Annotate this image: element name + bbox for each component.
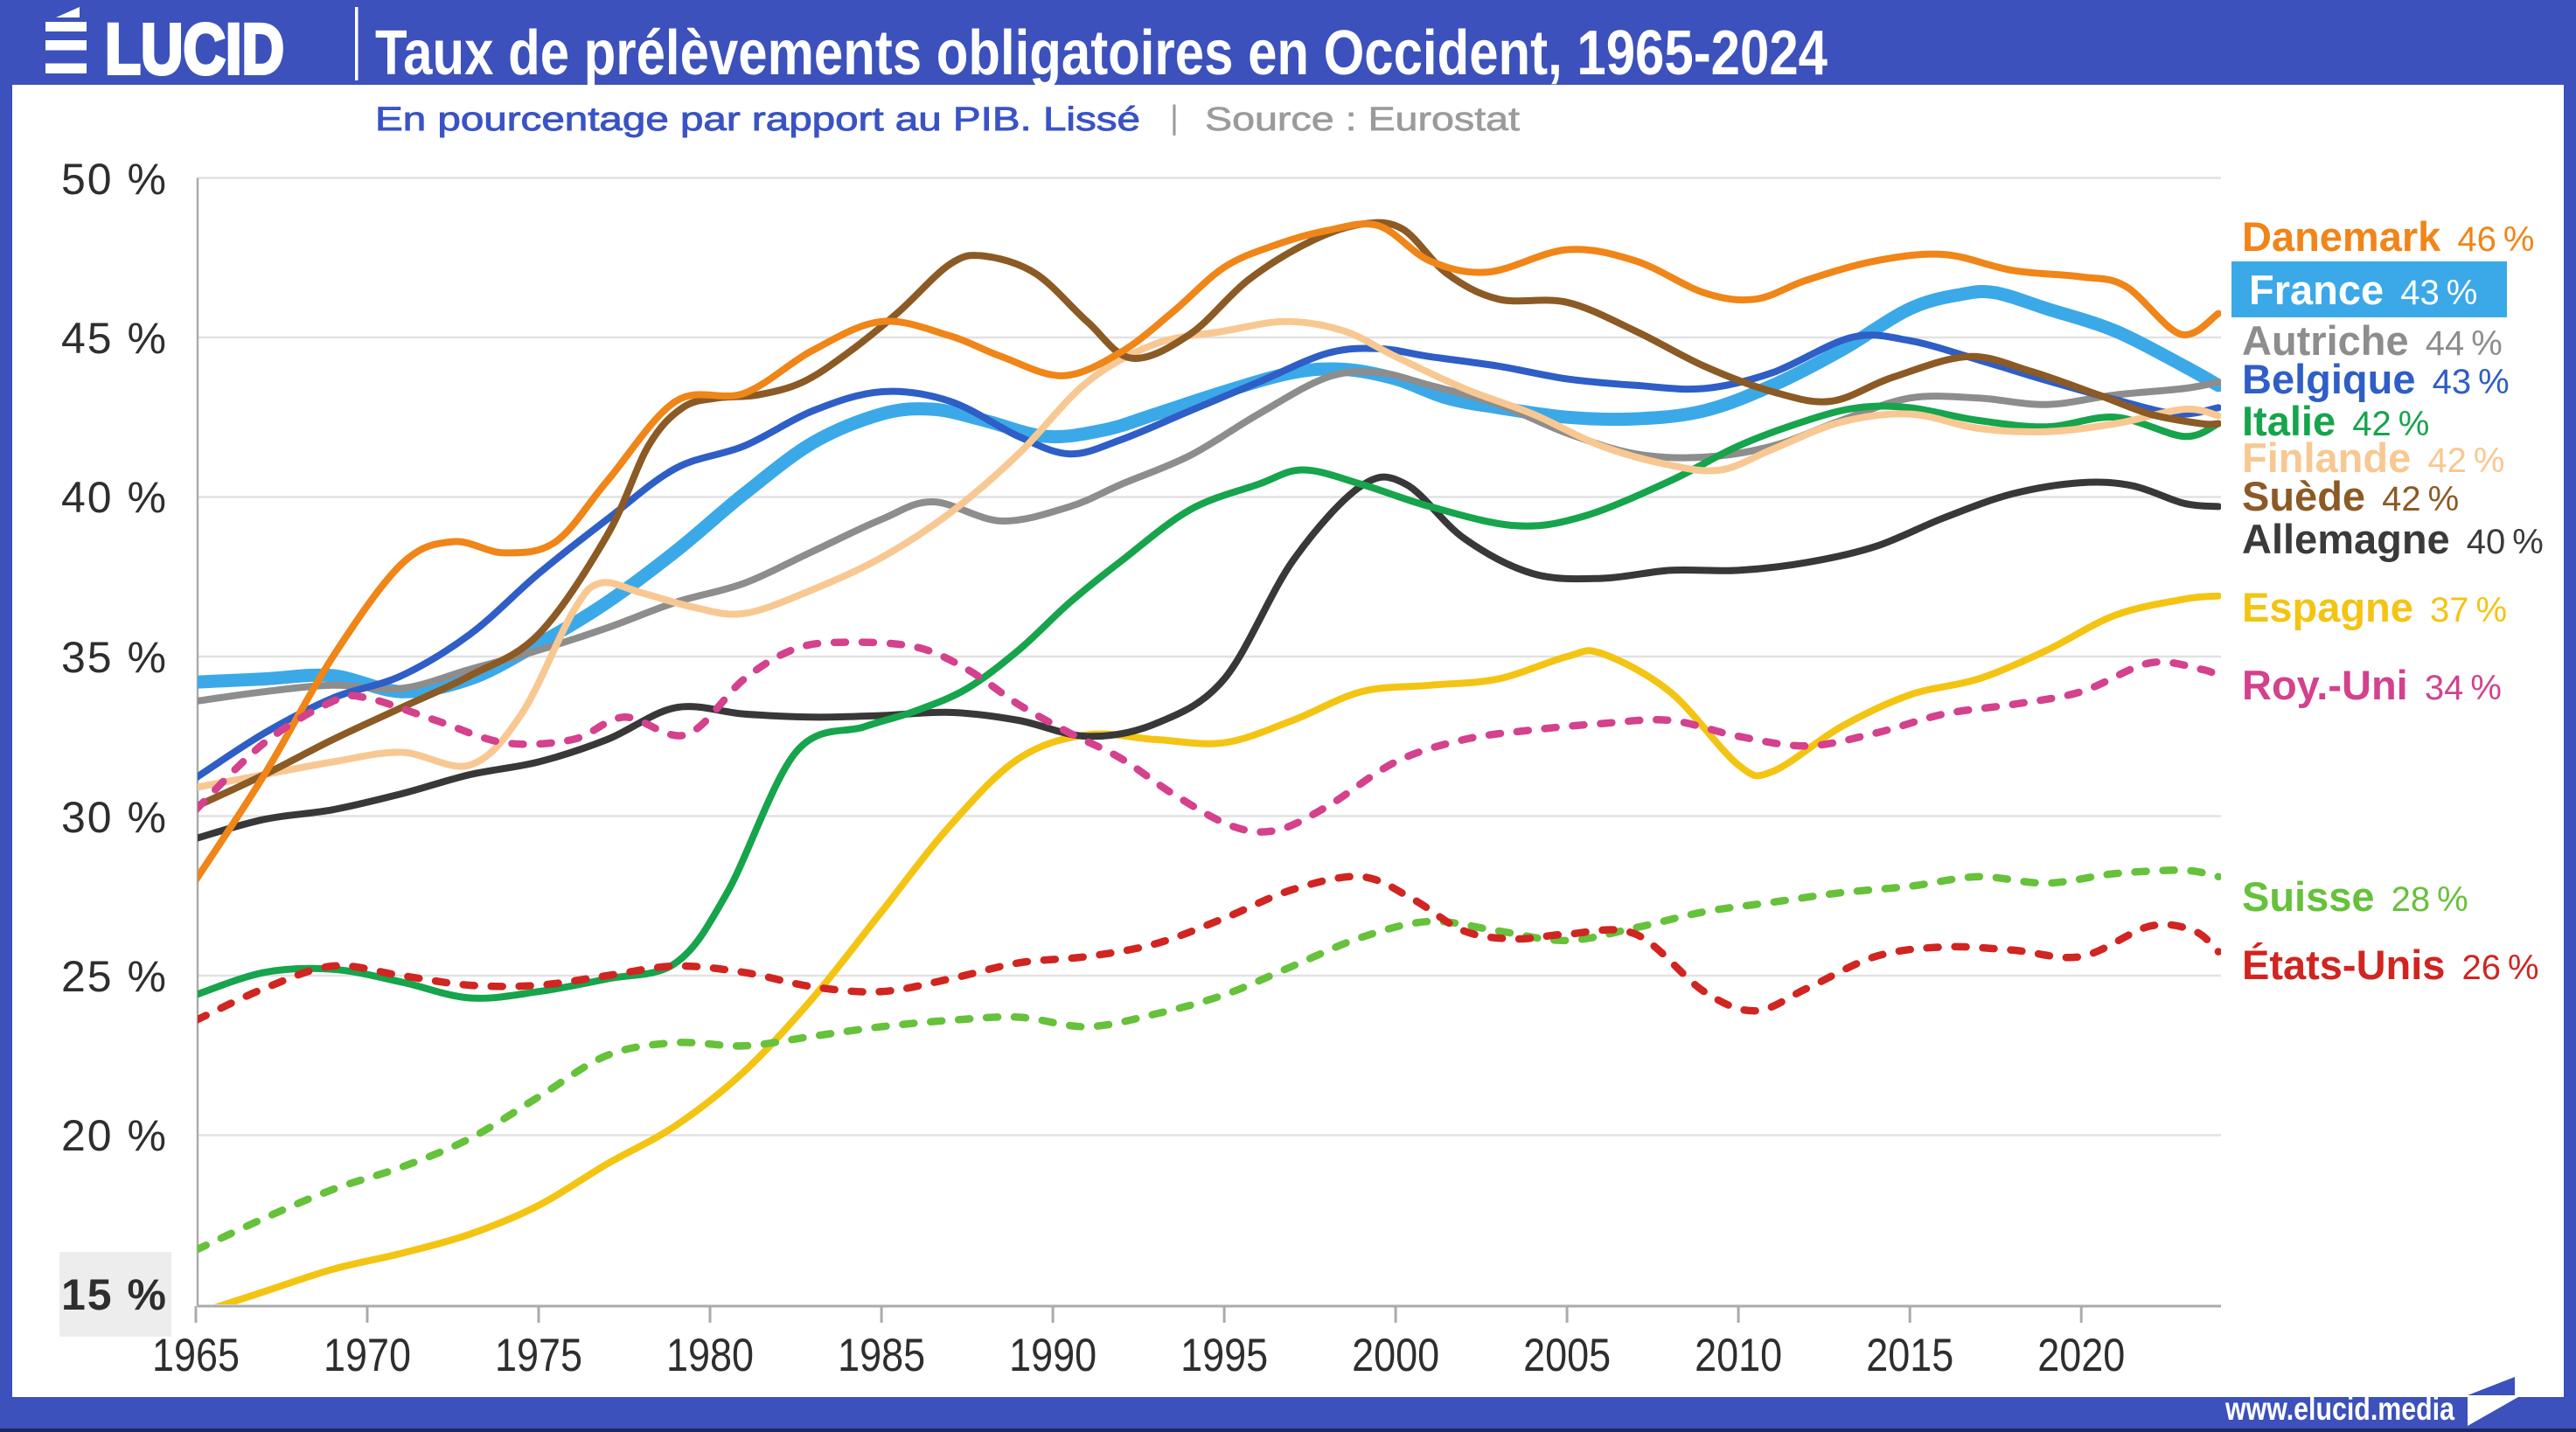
svg-text:1995: 1995 [1180,1330,1268,1381]
svg-text:Suisse 28 %: Suisse 28 % [2242,873,2468,920]
svg-text:Source : Eurostat: Source : Eurostat [1205,101,1521,138]
svg-text:Belgique 43 %: Belgique 43 % [2242,356,2510,402]
svg-text:Espagne 37 %: Espagne 37 % [2242,584,2507,630]
svg-text:30 %: 30 % [61,793,168,842]
svg-text:Italie 42 %: Italie 42 % [2242,398,2429,444]
svg-text:Allemagne 40 %: Allemagne 40 % [2242,516,2544,562]
svg-text:50 %: 50 % [61,155,168,204]
svg-text:2005: 2005 [1523,1330,1611,1381]
svg-text:|: | [1170,100,1179,136]
svg-text:2015: 2015 [1866,1330,1953,1381]
svg-text:Autriche 44 %: Autriche 44 % [2242,317,2503,364]
svg-text:25 %: 25 % [61,952,168,1001]
svg-text:2010: 2010 [1695,1330,1782,1381]
svg-text:1990: 1990 [1009,1330,1097,1381]
svg-text:Suède 42 %: Suède 42 % [2242,473,2459,519]
svg-text:Roy.-Uni 34 %: Roy.-Uni 34 % [2242,662,2502,708]
svg-text:Taux de prélèvements obligatoi: Taux de prélèvements obligatoires en Occ… [375,18,1828,88]
svg-text:1980: 1980 [666,1330,754,1381]
svg-text:1970: 1970 [324,1330,411,1381]
svg-text:États-Unis 26 %: États-Unis 26 % [2242,942,2539,988]
svg-text:France 43 %: France 43 % [2249,267,2477,313]
svg-text:35 %: 35 % [61,633,168,682]
svg-text:www.elucid.media: www.elucid.media [2224,1391,2454,1427]
svg-text:20 %: 20 % [61,1111,168,1160]
svg-text:45 %: 45 % [61,314,168,363]
svg-text:En pourcentage par rapport au: En pourcentage par rapport au PIB. Lissé [375,101,1140,138]
svg-text:1975: 1975 [495,1330,582,1381]
svg-text:1985: 1985 [838,1330,925,1381]
svg-text:Danemark 46 %: Danemark 46 % [2242,213,2534,260]
svg-text:LUCID: LUCID [105,10,284,89]
svg-text:1965: 1965 [152,1330,240,1381]
svg-text:Finlande 42 %: Finlande 42 % [2242,434,2504,481]
svg-text:2020: 2020 [2037,1330,2125,1381]
svg-text:2000: 2000 [1352,1330,1439,1381]
svg-text:40 %: 40 % [61,473,168,522]
svg-text:15 %: 15 % [61,1270,168,1319]
